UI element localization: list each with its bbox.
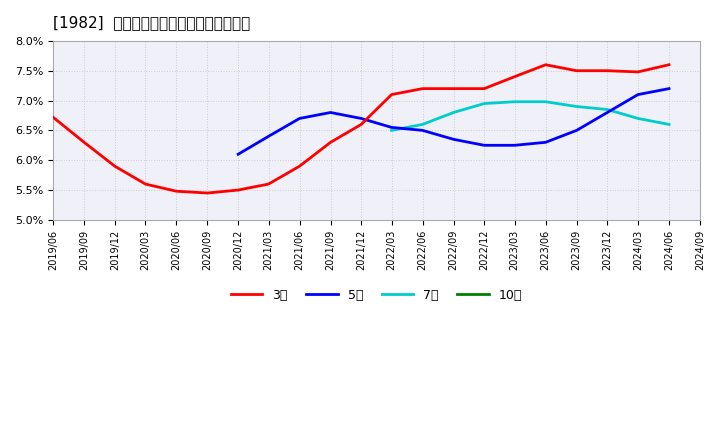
Text: [1982]  経常利益マージンの平均値の推移: [1982] 経常利益マージンの平均値の推移 xyxy=(53,15,251,30)
Legend: 3年, 5年, 7年, 10年: 3年, 5年, 7年, 10年 xyxy=(226,284,527,307)
